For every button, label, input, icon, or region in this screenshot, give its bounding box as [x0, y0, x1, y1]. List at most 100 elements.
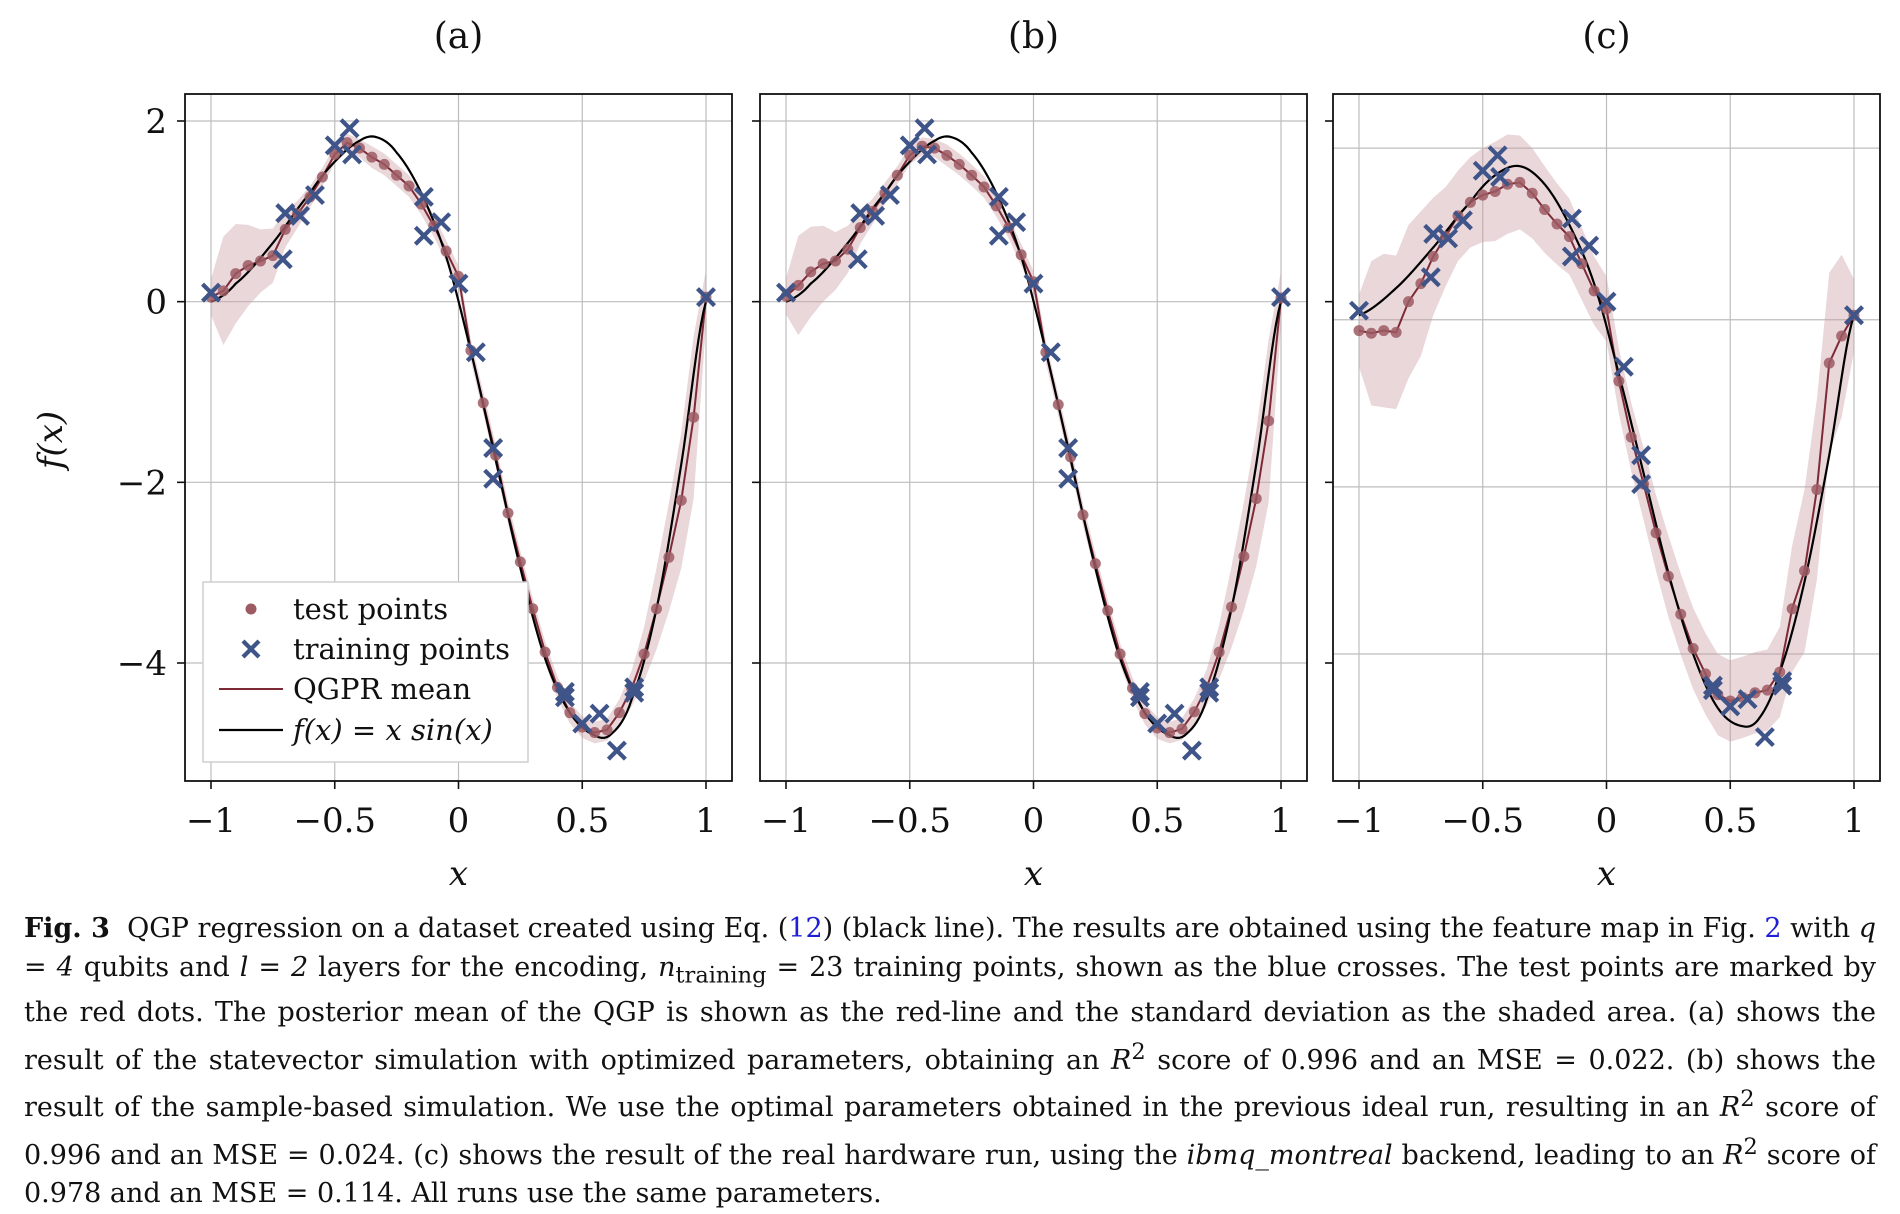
- training-point: [483, 438, 504, 458]
- legend-training-marker: [241, 639, 261, 659]
- test-point: [1662, 570, 1674, 582]
- figure-reference-link[interactable]: 2: [1764, 913, 1782, 944]
- training-point: [1181, 740, 1202, 761]
- training-point-stroke: [431, 212, 452, 233]
- training-point: [879, 185, 900, 206]
- training-point-stroke: [1772, 671, 1793, 692]
- training-point: [1720, 696, 1741, 717]
- training-point: [1023, 273, 1044, 294]
- panel-label: (b): [1008, 16, 1059, 57]
- test-point: [1250, 493, 1262, 505]
- figure: −1 −0.5 0 0.5 1 2 0 −2 −4 (a) x f(x) test points trai…: [31, 16, 1881, 894]
- training-point-stroke: [1023, 273, 1044, 294]
- training-point-stroke: [1423, 223, 1444, 244]
- x-tick-label: −1: [186, 801, 236, 841]
- test-point: [1052, 399, 1064, 411]
- test-point: [904, 149, 916, 161]
- training-point-stroke: [988, 225, 1009, 246]
- training-point-stroke: [1129, 687, 1150, 708]
- caption-backend: ibmq_montreal: [1186, 1139, 1393, 1171]
- training-point-stroke: [483, 438, 504, 458]
- training-point-stroke: [290, 205, 311, 226]
- training-point-stroke: [201, 282, 221, 303]
- test-point: [688, 411, 700, 423]
- training-point: [1199, 677, 1220, 698]
- training-point-stroke: [865, 205, 886, 226]
- test-point: [1811, 484, 1823, 496]
- test-point: [366, 151, 378, 163]
- caption-r2-c: R: [1723, 1139, 1744, 1171]
- x-tick-label: 0: [448, 801, 470, 841]
- training-point-stroke: [448, 273, 469, 294]
- training-point-stroke: [324, 135, 345, 156]
- training-point: [865, 205, 886, 226]
- test-point: [440, 245, 452, 257]
- training-point: [275, 203, 296, 224]
- x-axis-label: x: [1024, 854, 1043, 894]
- x-tick-label: −0.5: [1441, 801, 1524, 841]
- training-point-stroke: [1058, 438, 1079, 458]
- training-point: [1737, 689, 1758, 710]
- training-point: [850, 203, 871, 224]
- test-point: [539, 646, 551, 658]
- test-point: [805, 266, 817, 278]
- test-point: [1761, 684, 1773, 696]
- test-point: [316, 171, 328, 183]
- test-point: [1625, 431, 1637, 443]
- test-point: [1226, 601, 1237, 613]
- training-point-stroke: [624, 677, 645, 698]
- training-point: [589, 703, 610, 724]
- training-point: [1420, 267, 1441, 288]
- training-point: [272, 249, 293, 270]
- caption-n-symbol: n: [658, 951, 676, 983]
- training-point: [342, 144, 363, 165]
- training-point-stroke: [1271, 287, 1291, 308]
- test-point: [329, 148, 341, 160]
- training-point-stroke: [1579, 235, 1600, 256]
- training-point: [1754, 727, 1775, 748]
- training-point-stroke: [272, 249, 293, 270]
- test-point: [1477, 189, 1489, 201]
- training-point-stroke: [483, 468, 504, 489]
- panel-label: (c): [1582, 16, 1630, 57]
- caption-text-9: backend, leading to an: [1392, 1139, 1724, 1171]
- training-point: [201, 282, 221, 303]
- test-point: [391, 169, 403, 181]
- training-point-stroke: [1596, 291, 1617, 312]
- equation-reference-link[interactable]: 12: [788, 913, 823, 944]
- training-point-stroke: [696, 287, 716, 308]
- training-point: [1164, 703, 1185, 724]
- test-point: [792, 279, 804, 291]
- test-point: [830, 255, 841, 267]
- x-tick-label: 0: [1023, 801, 1045, 841]
- training-point-stroke: [554, 681, 575, 702]
- training-point: [847, 249, 868, 270]
- caption-r2-a: R: [1111, 1044, 1132, 1076]
- plot-content: [1349, 134, 1864, 748]
- training-point-stroke: [1199, 677, 1220, 698]
- training-point: [413, 225, 434, 246]
- test-point: [1786, 603, 1798, 615]
- training-point: [1579, 235, 1600, 256]
- caption-text-2: ) (black line). The results are obtained…: [822, 913, 1765, 944]
- test-point: [589, 727, 601, 739]
- test-point: [1114, 648, 1126, 660]
- test-point: [1650, 527, 1662, 539]
- training-point-stroke: [1164, 703, 1185, 724]
- test-point: [1365, 327, 1377, 339]
- training-point-stroke: [1472, 160, 1493, 181]
- training-point-stroke: [1349, 300, 1369, 321]
- training-point-stroke: [847, 249, 868, 270]
- test-point: [1164, 727, 1176, 739]
- test-point: [1836, 330, 1848, 342]
- test-point: [564, 707, 576, 719]
- test-point: [966, 169, 978, 181]
- training-point-stroke: [624, 682, 645, 703]
- test-point: [817, 258, 829, 270]
- training-point-stroke: [572, 713, 593, 734]
- y-tick-label: −2: [117, 463, 167, 503]
- training-point-stroke: [1754, 727, 1775, 748]
- caption-n-subscript: training: [675, 961, 767, 988]
- test-point: [941, 149, 953, 161]
- training-point: [1487, 145, 1508, 166]
